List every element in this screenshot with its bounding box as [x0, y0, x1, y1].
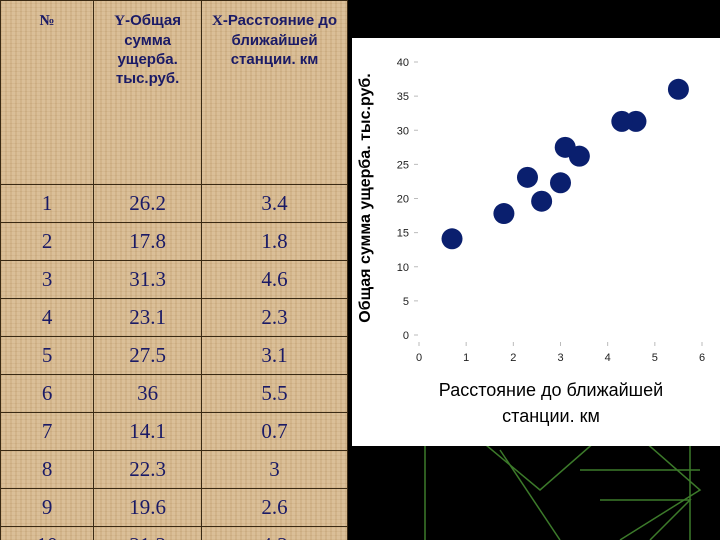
row-number-cell: 6	[0, 374, 95, 413]
distance-cell: 3.4	[201, 184, 348, 223]
x-axis-ticks: 0 1 2 3 4 5 6	[416, 342, 705, 364]
damage-cell: 36	[93, 374, 203, 413]
table-row: 1031.34.3	[0, 526, 348, 540]
distance-cell: 3.1	[201, 336, 348, 375]
row-number-cell: 8	[0, 450, 95, 489]
y-tick-label: 20	[397, 194, 409, 206]
scatter-chart-panel: Общая сумма ущерба. тыс.руб. 0 5 10 15 20 25 3…	[352, 38, 720, 446]
row-number-cell: 5	[0, 336, 95, 375]
y-tick-label: 25	[397, 159, 409, 171]
scatter-point	[550, 172, 571, 194]
row-number-cell: 4	[0, 298, 95, 337]
table-row: 7 14.1 0.7	[0, 412, 348, 451]
row-number-cell: 10	[0, 526, 95, 540]
table-header-row: № Y-Общая сумма ущерба. тыс.руб. X-Расст…	[0, 0, 348, 185]
header-number: №	[0, 0, 95, 185]
header-y-letter: Y	[114, 13, 126, 29]
header-y: Y-Общая сумма ущерба. тыс.руб.	[93, 0, 203, 185]
row-number-cell: 1	[0, 184, 95, 223]
damage-cell: 26.2	[93, 184, 203, 223]
row-number-cell: 7	[0, 412, 95, 451]
header-x: X-Расстояние до ближайшей станции. км	[201, 0, 348, 185]
table-row: 1 26.2 3.4	[0, 184, 348, 223]
scatter-point	[441, 228, 463, 250]
header-number-label: №	[39, 13, 55, 29]
y-tick-label: 30	[397, 125, 409, 137]
y-tick-label: 40	[397, 57, 409, 69]
scatter-point	[667, 78, 689, 100]
x-tick-label: 5	[652, 352, 658, 364]
y-axis-title-group: Общая сумма ущерба. тыс.руб.	[357, 73, 374, 322]
y-tick-label: 10	[397, 262, 409, 274]
damage-cell: 31.3	[93, 260, 203, 299]
x-tick-label: 1	[463, 352, 469, 364]
y-tick-label: 15	[397, 228, 409, 240]
table-body: 1 26.2 3.4 2 17.8 1.8 3 31.3 4.6 4 23.1 2.3 5 27.5 3.1…	[0, 184, 348, 540]
y-tick-label: 35	[397, 91, 409, 103]
scatter-point	[531, 190, 553, 212]
scatter-point	[611, 110, 633, 132]
damage-cell: 14.1	[93, 412, 203, 451]
scatter-point	[493, 203, 515, 225]
table-row: 3 31.3 4.6	[0, 260, 348, 299]
damage-cell: 19.6	[93, 488, 203, 527]
x-tick-label: 4	[605, 352, 611, 364]
distance-cell: 0.7	[201, 412, 348, 451]
header-y-label: -Общая сумма ущерба. тыс.руб.	[115, 12, 181, 87]
x-tick-label: 3	[557, 352, 563, 364]
row-number-cell: 3	[0, 260, 95, 299]
scatter-chart: Общая сумма ущерба. тыс.руб. 05101520253…	[357, 57, 705, 426]
y-axis-title: Общая сумма ущерба. тыс.руб.	[357, 73, 374, 322]
distance-cell: 4.6	[201, 260, 348, 299]
scatter-point	[554, 136, 576, 158]
scatter-point	[516, 166, 538, 188]
table-row: 6 36 5.5	[0, 374, 348, 413]
distance-cell: 5.5	[201, 374, 348, 413]
table-row: 4 23.1 2.3	[0, 298, 348, 337]
table-row: 9 19.6 2.6	[0, 488, 348, 527]
header-x-letter: X	[212, 13, 223, 29]
distance-cell: 2.3	[201, 298, 348, 337]
table-row: 5 27.5 3.1	[0, 336, 348, 375]
y-tick-label: 5	[403, 296, 409, 308]
distance-cell: 4.3	[201, 526, 348, 540]
y-axis-ticks: 0 5 10 15 20 25 30 35 40	[397, 57, 418, 342]
table-row: 8 22.3 3	[0, 450, 348, 489]
data-table-panel: № Y-Общая сумма ущерба. тыс.руб. X-Расст…	[0, 0, 348, 540]
distance-cell: 1.8	[201, 222, 348, 261]
damage-cell: 22.3	[93, 450, 203, 489]
x-axis-title-line-2: станции. км	[502, 406, 600, 426]
scatter-points	[441, 78, 689, 250]
table-row: 2 17.8 1.8	[0, 222, 348, 261]
x-tick-label: 2	[510, 352, 516, 364]
x-tick-label: 0	[416, 352, 422, 364]
y-tick-label: 0	[403, 330, 409, 342]
damage-cell: 31.3	[93, 526, 203, 540]
distance-cell: 3	[201, 450, 348, 489]
x-tick-label: 6	[699, 352, 705, 364]
damage-cell: 27.5	[93, 336, 203, 375]
row-number-cell: 9	[0, 488, 95, 527]
distance-cell: 2.6	[201, 488, 348, 527]
damage-cell: 23.1	[93, 298, 203, 337]
damage-cell: 17.8	[93, 222, 203, 261]
x-axis-title-line-1: Расстояние до ближайшей	[439, 380, 663, 400]
header-x-label: -Расстояние до ближайшей станции. км	[222, 12, 338, 68]
row-number-cell: 2	[0, 222, 95, 261]
data-table: № Y-Общая сумма ущерба. тыс.руб. X-Расст…	[0, 0, 348, 540]
